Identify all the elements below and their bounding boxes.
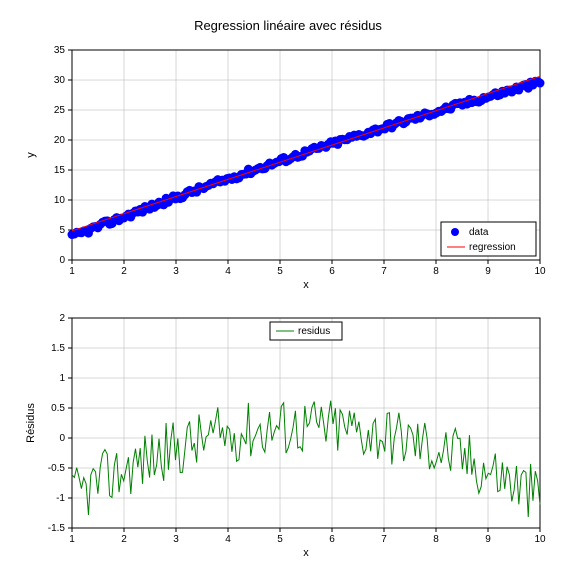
- svg-text:1: 1: [69, 266, 75, 277]
- svg-text:2: 2: [121, 266, 127, 277]
- svg-text:30: 30: [54, 75, 66, 86]
- bottom-legend: residus: [270, 322, 342, 340]
- svg-text:10: 10: [54, 195, 66, 206]
- chart-title: Regression linéaire avec résidus: [194, 18, 382, 33]
- svg-text:15: 15: [54, 165, 66, 176]
- svg-text:y: y: [25, 152, 37, 158]
- svg-text:7: 7: [381, 534, 387, 545]
- svg-text:x: x: [303, 279, 309, 291]
- svg-text:-0.5: -0.5: [48, 463, 66, 474]
- svg-text:10: 10: [534, 266, 546, 277]
- svg-text:data: data: [469, 227, 489, 238]
- svg-text:5: 5: [277, 534, 283, 545]
- svg-text:2: 2: [59, 313, 65, 324]
- svg-text:5: 5: [59, 225, 65, 236]
- svg-text:-1: -1: [56, 493, 65, 504]
- svg-text:7: 7: [381, 266, 387, 277]
- svg-text:5: 5: [277, 266, 283, 277]
- svg-text:0: 0: [59, 433, 65, 444]
- svg-text:0.5: 0.5: [51, 403, 65, 414]
- svg-text:Résidus: Résidus: [25, 403, 37, 443]
- svg-text:3: 3: [173, 266, 179, 277]
- svg-text:9: 9: [485, 534, 491, 545]
- svg-text:0: 0: [59, 255, 65, 266]
- svg-text:35: 35: [54, 45, 66, 56]
- scatter-data: [68, 77, 545, 239]
- figure-container: 1234567891005101520253035xydataregressio…: [0, 0, 576, 576]
- svg-text:-1.5: -1.5: [48, 523, 66, 534]
- svg-text:3: 3: [173, 534, 179, 545]
- svg-text:6: 6: [329, 534, 335, 545]
- top-legend: data regression: [441, 222, 536, 256]
- regression-line: [72, 76, 540, 230]
- svg-text:1.5: 1.5: [51, 343, 65, 354]
- svg-text:8: 8: [433, 266, 439, 277]
- residuals-line: [72, 401, 540, 517]
- svg-text:25: 25: [54, 105, 66, 116]
- svg-text:20: 20: [54, 135, 66, 146]
- svg-text:x: x: [303, 547, 309, 559]
- svg-text:regression: regression: [469, 242, 516, 253]
- svg-text:1: 1: [59, 373, 65, 384]
- svg-text:4: 4: [225, 534, 231, 545]
- svg-text:9: 9: [485, 266, 491, 277]
- figure-svg: 1234567891005101520253035xydataregressio…: [0, 0, 576, 576]
- svg-text:6: 6: [329, 266, 335, 277]
- svg-text:residus: residus: [298, 326, 330, 337]
- svg-text:1: 1: [69, 534, 75, 545]
- svg-text:2: 2: [121, 534, 127, 545]
- svg-text:10: 10: [534, 534, 546, 545]
- svg-text:4: 4: [225, 266, 231, 277]
- svg-text:8: 8: [433, 534, 439, 545]
